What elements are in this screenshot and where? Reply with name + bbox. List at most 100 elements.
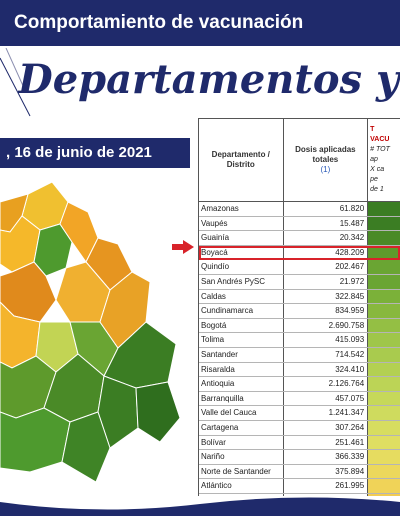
doses-value: 21.972 [284,274,369,289]
rate-color-cell [368,231,400,245]
column-header-rate-line: de 1 [370,186,384,193]
table-row: Norte de Santander 375.894 [199,464,400,480]
department-name: Atlántico [199,479,284,493]
page-title: Comportamiento de vacunación [14,12,304,33]
rate-color-cell [368,450,400,464]
table-row: Vaupés 15.487 [199,216,400,232]
doses-value: 2.690.758 [284,318,369,333]
department-name: Cundinamarca [199,304,284,318]
rate-color-cell [368,202,400,216]
department-name: Nariño [199,450,284,464]
department-name: Barranquilla [199,391,284,406]
doses-value: 1.241.347 [284,406,369,420]
date-label: , 16 de junio de 2021 [0,138,190,168]
table-row: Risaralda 324.410 [199,362,400,378]
doses-value: 15.487 [284,216,369,231]
column-header-rate-line: VACU [370,136,390,143]
rate-color-cell [368,391,400,406]
table-row: Cundinamarca 834.959 [199,304,400,319]
rate-color-cell [368,333,400,347]
department-name: Quindío [199,260,284,274]
doses-value: 457.075 [284,391,369,406]
department-name: San Andrés PySC [199,274,284,289]
rate-color-cell [368,216,400,231]
table-row: Bolívar 251.461 [199,435,400,451]
department-name: Amazonas [199,202,284,216]
doses-value: 20.342 [284,231,369,245]
rate-color-cell [368,362,400,377]
rate-color-cell [368,493,400,496]
department-name: Boyacá [199,245,284,260]
department-name: Bogotá [199,318,284,333]
table-row: Valle del Cauca 1.241.347 [199,406,400,421]
department-name: Tolima [199,333,284,347]
rate-color-cell [368,347,400,362]
title-banner: Comportamiento de vacunación [0,0,400,46]
rate-color-cell [368,377,400,391]
table-row: Atlántico 261.995 [199,479,400,494]
table-row: Guainía 20.342 [199,231,400,246]
table-row: Casanare92.934 [199,493,400,496]
column-header-rate: T VACU # TOT ap X ca pe de 1 [368,119,400,201]
table-row: Barranquilla 457.075 [199,391,400,407]
table-row: Boyacá 428.209 [199,245,400,261]
doses-value: 428.209 [284,245,369,260]
doses-value: 834.959 [284,304,369,318]
column-header-doses: Dosis aplicadas totales (1) [284,119,369,201]
table-row: Tolima 415.093 [199,333,400,348]
department-name: Antioquia [199,377,284,391]
department-name: Bolívar [199,435,284,450]
doses-value: 261.995 [284,479,369,493]
rate-color-cell [368,245,400,260]
table-row: Santander 714.542 [199,347,400,363]
table-row: Caldas 322.845 [199,289,400,305]
column-header-rate-line: T [370,126,375,133]
table-header: Departamento / Distrito Dosis aplicadas … [199,119,400,202]
vaccination-table: Departamento / Distrito Dosis aplicadas … [198,118,400,496]
table-row: Bogotá 2.690.758 [199,318,400,334]
doses-value: 714.542 [284,347,369,362]
department-name: Valle del Cauca [199,406,284,420]
table-row: Quindío 202.467 [199,260,400,275]
rate-color-cell [368,420,400,435]
column-header-rate-line: ap [370,156,378,163]
page-subtitle: Departamentos y Distr [18,56,400,103]
column-header-rate-line: pe [370,176,378,183]
rate-color-cell [368,304,400,318]
rate-color-cell [368,464,400,479]
department-name: Norte de Santander [199,464,284,479]
department-name: Casanare [199,493,284,496]
table-row: Amazonas 61.820 [199,202,400,217]
doses-value: 322.845 [284,289,369,304]
table-row: San Andrés PySC 21.972 [199,274,400,290]
doses-value: 202.467 [284,260,369,274]
department-name: Cartagena [199,420,284,435]
department-name: Caldas [199,289,284,304]
highlight-arrow-icon [172,240,194,254]
column-header-rate-line: # TOT [370,146,390,153]
column-header-doses-label: Dosis aplicadas totales [295,145,356,164]
table-body: Amazonas 61.820 Vaupés 15.487 Guainía 20.342 B… [199,202,400,496]
doses-value: 375.894 [284,464,369,479]
doses-value: 251.461 [284,435,369,450]
rate-color-cell [368,435,400,450]
footer-decoration [0,497,400,516]
doses-value: 324.410 [284,362,369,377]
rate-color-cell [368,274,400,289]
department-name: Vaupés [199,216,284,231]
department-name: Risaralda [199,362,284,377]
column-header-department-label: Departamento / Distrito [211,150,270,169]
doses-value: 415.093 [284,333,369,347]
colombia-map [0,181,181,483]
doses-value: 61.820 [284,202,369,216]
table-row: Antioquia 2.126.764 [199,377,400,392]
column-header-rate-line: X ca [370,166,385,173]
table-row: Cartagena 307.264 [199,420,400,436]
rate-color-cell [368,479,400,493]
department-name: Santander [199,347,284,362]
rate-color-cell [368,260,400,274]
department-name: Guainía [199,231,284,245]
table-row: Nariño 366.339 [199,450,400,465]
doses-value: 307.264 [284,420,369,435]
column-header-department: Departamento / Distrito [199,119,284,201]
